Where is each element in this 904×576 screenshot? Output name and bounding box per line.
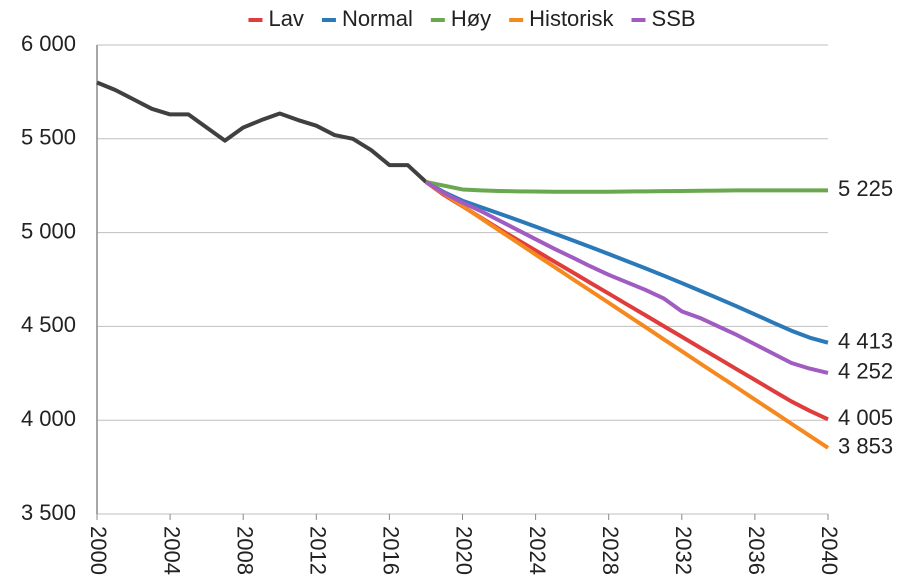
legend-label: Historisk (529, 6, 614, 31)
y-tick-label: 6 000 (21, 31, 76, 56)
line-series (424, 180, 829, 375)
line-series (425, 179, 828, 194)
legend-label: SSB (652, 6, 696, 31)
x-tick-label: 2020 (452, 526, 477, 575)
x-tick-label: 2004 (159, 526, 184, 575)
y-tick-label: 5 000 (21, 218, 76, 243)
x-tick-label: 2028 (598, 526, 623, 575)
x-tick-label: 2024 (525, 526, 550, 575)
x-tick-label: 2032 (671, 526, 696, 575)
line-series (424, 180, 830, 450)
end-label: 4 252 (838, 359, 893, 384)
y-tick-label: 5 500 (21, 125, 76, 150)
y-tick-label: 4 000 (21, 406, 76, 431)
x-tick-label: 2008 (232, 526, 257, 575)
x-tick-label: 2036 (744, 526, 769, 575)
x-tick-label: 2000 (86, 526, 111, 575)
line-series (424, 180, 829, 345)
end-label: 5 225 (838, 176, 893, 201)
end-label: 4 413 (838, 329, 893, 354)
legend-label: Høy (451, 6, 491, 31)
end-label: 3 853 (838, 434, 893, 459)
legend-label: Normal (342, 6, 413, 31)
x-tick-label: 2016 (379, 526, 404, 575)
line-series (424, 180, 829, 422)
y-tick-label: 3 500 (21, 500, 76, 525)
end-label: 4 005 (838, 405, 893, 430)
y-tick-label: 4 500 (21, 312, 76, 337)
legend-label: Lav (268, 6, 303, 31)
x-tick-label: 2012 (305, 526, 330, 575)
x-tick-label: 2040 (817, 526, 842, 575)
line-series (96, 80, 428, 184)
